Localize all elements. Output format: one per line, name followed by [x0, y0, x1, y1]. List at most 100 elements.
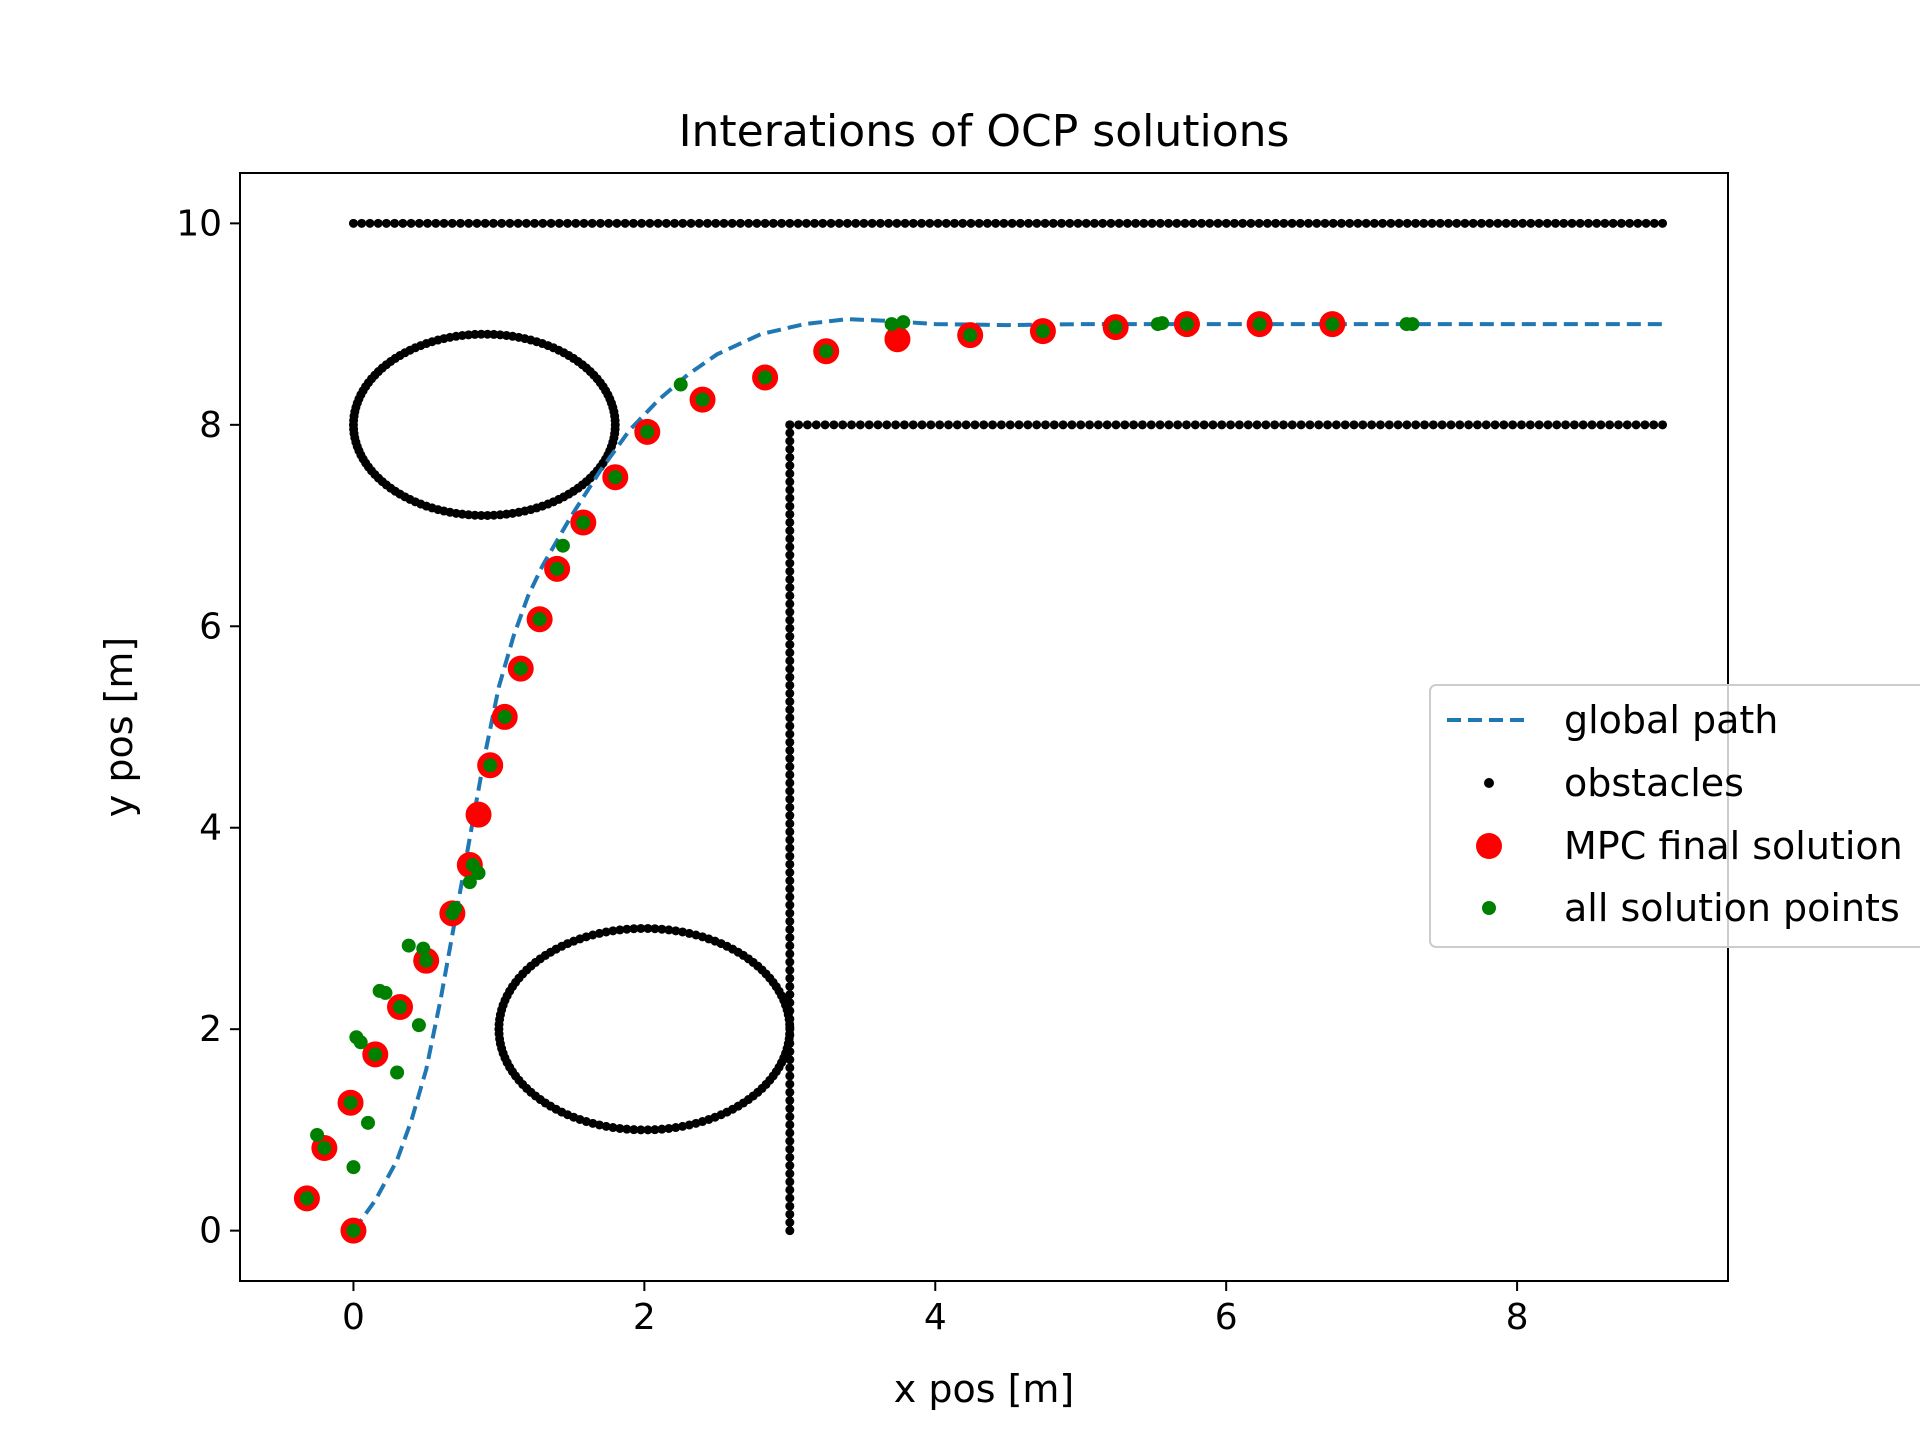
obstacle-point: [1518, 218, 1528, 228]
obstacle-point: [785, 916, 795, 926]
obstacle-point: [664, 1123, 674, 1133]
obstacle-point: [1040, 420, 1050, 430]
obstacle-point: [664, 925, 674, 935]
mpc-final-layer: [293, 311, 1346, 1244]
obstacle-point: [1129, 420, 1139, 430]
obstacle-point: [1073, 218, 1083, 228]
obstacle-point: [1304, 218, 1314, 228]
obstacle-point: [834, 218, 844, 228]
obstacle-point: [826, 218, 836, 228]
obstacle-point: [1173, 420, 1183, 430]
obstacle-point: [1631, 420, 1641, 430]
obstacle-point: [785, 1217, 795, 1227]
obstacle-point: [785, 550, 795, 560]
solution-point: [513, 661, 528, 676]
obstacle-point: [1015, 218, 1025, 228]
obstacle-point: [1007, 218, 1017, 228]
obstacle-point: [1468, 218, 1478, 228]
obstacle-point: [650, 924, 660, 934]
obstacle-point: [629, 1125, 639, 1135]
solution-point: [1155, 316, 1170, 331]
solution-point: [576, 515, 591, 530]
obstacle-point: [702, 218, 712, 228]
obstacle-point: [636, 923, 646, 933]
solution-point: [555, 538, 570, 553]
solution-point: [346, 1223, 361, 1238]
obstacle-point: [670, 218, 680, 228]
solution-point: [299, 1191, 314, 1206]
obstacle-point: [1367, 420, 1377, 430]
obstacle-point: [829, 420, 839, 430]
obstacle-point: [645, 218, 655, 228]
obstacle-point: [1106, 218, 1116, 228]
obstacle-point: [1131, 218, 1141, 228]
y-tick-label: 4: [199, 808, 222, 849]
mpc-final-point: [884, 326, 911, 353]
obstacle-point: [988, 420, 998, 430]
obstacle-point: [1196, 218, 1206, 228]
solution-point: [368, 1047, 383, 1062]
obstacle-point: [1358, 420, 1368, 430]
obstacle-point: [571, 218, 581, 228]
obstacle-point: [1464, 420, 1474, 430]
obstacle-point: [1452, 218, 1462, 228]
obstacle-point: [1305, 420, 1315, 430]
obstacle-point: [1490, 420, 1500, 430]
obstacle-point: [735, 218, 745, 228]
obstacle-point: [961, 420, 971, 430]
obstacle-point: [1534, 218, 1544, 228]
solution-point: [416, 941, 431, 956]
obstacle-point: [1261, 420, 1271, 430]
obstacle-point: [785, 1209, 795, 1219]
obstacle-point: [785, 892, 795, 902]
obstacle-point: [1234, 420, 1244, 430]
obstacle-point: [431, 218, 441, 228]
y-axis-label: y pos [m]: [97, 637, 141, 817]
obstacle-point: [671, 926, 681, 936]
obstacle-point: [785, 851, 795, 861]
obstacle-point: [1229, 218, 1239, 228]
legend-obstacles-swatch: [1484, 778, 1494, 788]
obstacle-point: [622, 1124, 632, 1134]
obstacle-point: [1600, 218, 1610, 228]
obstacle-point: [1323, 420, 1333, 430]
obstacle-point: [785, 941, 795, 951]
obstacle-point: [594, 1120, 604, 1130]
obstacle-point: [933, 218, 943, 228]
obstacle-point: [785, 452, 795, 462]
obstacle-point: [546, 218, 556, 228]
obstacle-point: [996, 420, 1006, 430]
obstacle-point: [1147, 218, 1157, 228]
obstacle-point: [1085, 420, 1095, 430]
obstacle-point: [785, 493, 795, 503]
obstacle-point: [1137, 420, 1147, 430]
obstacle-point: [785, 835, 795, 845]
obstacle-point: [1369, 218, 1379, 228]
obstacle-point: [1155, 420, 1165, 430]
obstacle-point: [785, 542, 795, 552]
obstacle-point: [608, 926, 618, 936]
obstacle-point: [1658, 218, 1668, 228]
y-tick-label: 0: [199, 1211, 222, 1252]
obstacle-point: [1501, 218, 1511, 228]
solution-point: [963, 328, 978, 343]
solution-point: [1325, 317, 1340, 332]
obstacle-point: [785, 1136, 795, 1146]
solution-point: [550, 561, 565, 576]
solution-point: [310, 1127, 325, 1142]
obstacle-point: [785, 640, 795, 650]
obstacle-point: [891, 420, 901, 430]
obstacle-point: [1649, 218, 1659, 228]
obstacle-point: [785, 1079, 795, 1089]
obstacle-point: [785, 599, 795, 609]
obstacle-point: [785, 1177, 795, 1187]
obstacle-point: [1049, 420, 1059, 430]
obstacle-point: [744, 218, 754, 228]
obstacle-point: [801, 218, 811, 228]
obstacle-point: [595, 218, 605, 228]
obstacle-point: [1190, 420, 1200, 430]
obstacle-point: [999, 218, 1009, 228]
obstacle-point: [414, 218, 424, 228]
solution-point: [758, 370, 773, 385]
obstacle-point: [785, 469, 795, 479]
